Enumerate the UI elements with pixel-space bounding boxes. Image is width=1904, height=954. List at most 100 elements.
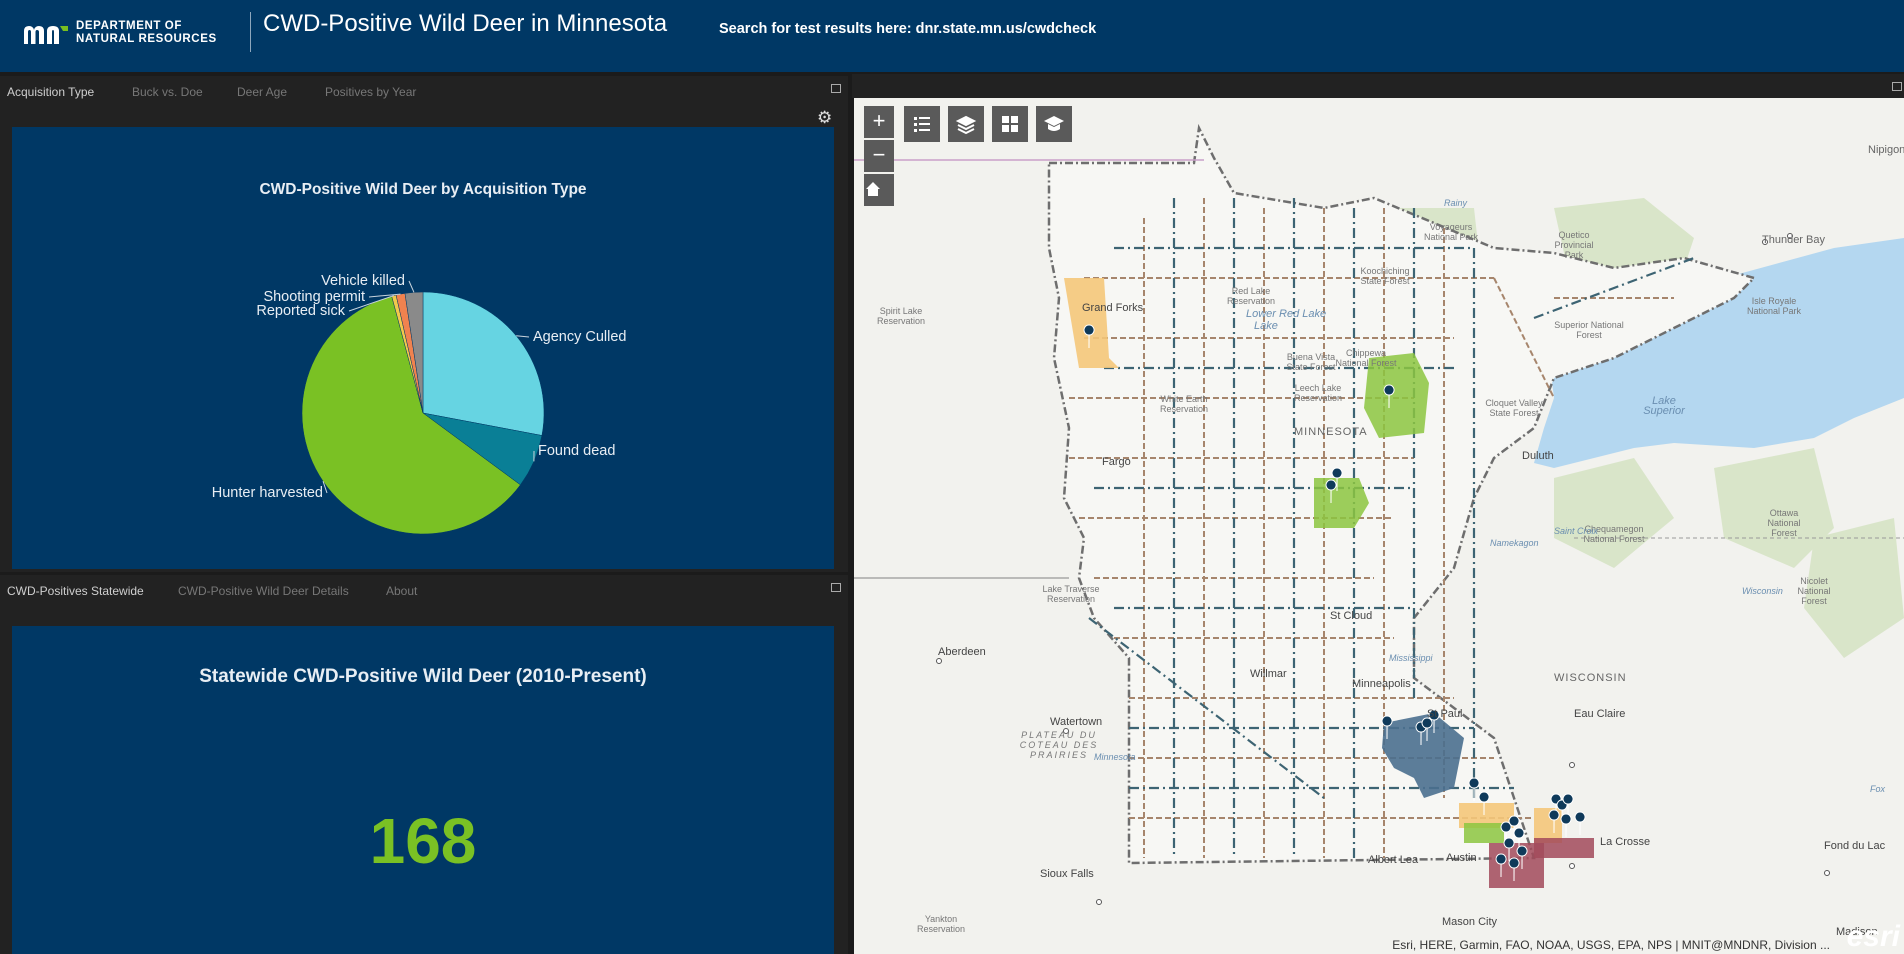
pie-label: Hunter harvested: [212, 485, 323, 501]
gear-icon[interactable]: ⚙: [817, 108, 833, 127]
zone-grand-forks: [1064, 278, 1119, 368]
logo-line-2: NATURAL RESOURCES: [76, 33, 217, 45]
chart-card: CWD-Positive Wild Deer by Acquisition Ty…: [12, 127, 834, 569]
map-label: Spirit Lake Reservation: [876, 306, 926, 326]
map-label: Chippewa National Forest: [1335, 348, 1397, 368]
map-label: Fond du Lac: [1824, 840, 1886, 852]
deer-markers[interactable]: [1083, 324, 1586, 882]
tab-about[interactable]: About: [386, 584, 418, 598]
map-label: Buena Vista State Forest: [1286, 352, 1336, 372]
zone-la-crosse-red: [1534, 838, 1594, 858]
bottom-tabbar: CWD-Positives Statewide CWD-Positive Wil…: [0, 575, 848, 605]
map-label: White Earth Reservation: [1159, 394, 1209, 414]
acquisition-panel: Acquisition Type Buck vs. Doe Deer Age P…: [0, 76, 848, 572]
map-label: Thunder Bay: [1762, 234, 1825, 246]
layers-icon: [955, 115, 977, 135]
logo-line-1: DEPARTMENT OF: [76, 20, 182, 32]
pie-label: Vehicle killed: [321, 273, 405, 289]
statewide-title: Statewide CWD-Positive Wild Deer (2010-P…: [199, 666, 647, 687]
map-label: MINNESOTA: [1294, 426, 1368, 438]
pie-leader-line: [322, 481, 328, 494]
zone-southeast-yellow: [1459, 803, 1514, 828]
map-label: La Crosse: [1600, 836, 1651, 848]
zone-central: [1314, 478, 1369, 528]
statewide-panel: CWD-Positives Statewide CWD-Positive Wil…: [0, 575, 848, 954]
lake-superior: [1534, 238, 1904, 468]
tab-acquisition-type[interactable]: Acquisition Type: [7, 85, 95, 99]
pie-leader-line: [516, 335, 530, 338]
map-label: St Paul: [1427, 708, 1463, 720]
map-label: Lake: [1254, 320, 1278, 332]
app-header: DEPARTMENT OF NATURAL RESOURCES CWD-Posi…: [0, 0, 1904, 72]
map-view[interactable]: Nipigon Thunder Bay Isle Royale National…: [854, 98, 1904, 954]
pie-slice-agency-culled[interactable]: [422, 291, 545, 436]
app-title: CWD-Positive Wild Deer in Minnesota: [263, 10, 668, 37]
map-label: Eau Claire: [1574, 708, 1626, 720]
tab-positives-by-year[interactable]: Positives by Year: [325, 85, 417, 99]
search-note: Search for test results here: dnr.state.…: [719, 21, 1097, 37]
map-label: Red Lake Reservation: [1226, 286, 1276, 306]
list-icon: [914, 117, 930, 132]
home-button[interactable]: [864, 174, 894, 206]
legend-button[interactable]: [904, 106, 940, 142]
map-panel: Nipigon Thunder Bay Isle Royale National…: [852, 74, 1904, 954]
map-label: Ottawa National Forest: [1767, 508, 1801, 538]
map-label: Mason City: [1442, 916, 1498, 928]
dnr-logo[interactable]: DEPARTMENT OF NATURAL RESOURCES: [22, 20, 222, 50]
basemap: [854, 123, 1904, 905]
maximize-icon[interactable]: [831, 583, 841, 592]
map-label: Mississippi: [1389, 653, 1433, 663]
about-button[interactable]: [1036, 106, 1072, 142]
mn-logo-icon: [24, 26, 68, 44]
statewide-card: Statewide CWD-Positive Wild Deer (2010-P…: [12, 626, 834, 954]
zone-metro: [1382, 713, 1464, 798]
map-label: St Cloud: [1330, 610, 1373, 622]
map-label: Nicolet National Forest: [1797, 576, 1831, 606]
map-label: Austin: [1446, 852, 1477, 864]
map-label: PLATEAU DU COTEAU DES PRAIRIES: [1019, 730, 1099, 760]
map-label: Minnesota: [1094, 752, 1136, 762]
statewide-count: 168: [369, 805, 477, 877]
road-network: [1069, 198, 1674, 858]
zoom-in-button[interactable]: +: [864, 106, 894, 138]
map-label: Sioux Falls: [1040, 868, 1094, 880]
maximize-icon[interactable]: [1892, 82, 1902, 91]
pie-label: Reported sick: [256, 303, 345, 319]
minnesota-outline: [1047, 123, 1757, 865]
map-label: Albert Lea: [1368, 854, 1419, 866]
map-label: Quetico Provincial Park: [1554, 230, 1594, 260]
tab-deer-age[interactable]: Deer Age: [237, 85, 288, 99]
map-label: Minneapolis: [1352, 678, 1411, 690]
map-label: Isle Royale National Park: [1746, 296, 1802, 316]
map-label: Leech Lake Reservation: [1293, 383, 1343, 403]
map-label: Cloquet Valley State Forest: [1485, 398, 1543, 418]
map-label: WISCONSIN: [1554, 672, 1627, 684]
map-label: Lower Red Lake: [1246, 308, 1327, 320]
map-label: Koochiching State Forest: [1360, 266, 1410, 286]
pie-label: Shooting permit: [263, 289, 365, 305]
basemap-gallery-button[interactable]: [992, 106, 1028, 142]
pie-slice-hunter-harvested[interactable]: [301, 295, 521, 535]
esri-logo[interactable]: esri: [1846, 920, 1900, 953]
pie-label: Agency Culled: [533, 329, 627, 345]
tab-wild-deer-details[interactable]: CWD-Positive Wild Deer Details: [178, 584, 349, 598]
tab-cwd-positives-statewide[interactable]: CWD-Positives Statewide: [7, 584, 144, 598]
map-label: Wisconsin: [1742, 586, 1783, 596]
pie-chart: Agency Culled Found dead Hunter harvested R…: [212, 273, 627, 535]
top-tabbar: Acquisition Type Buck vs. Doe Deer Age P…: [0, 76, 848, 106]
map-titlebar: [852, 74, 1904, 98]
map-label: Aberdeen: [938, 646, 986, 658]
map-label: Fargo: [1102, 456, 1131, 468]
map-label: Lake Superior: [1643, 395, 1685, 417]
zone-southeast-green: [1464, 823, 1504, 843]
maximize-icon[interactable]: [831, 84, 841, 93]
map-label: Fox: [1870, 784, 1886, 794]
grid-icon: [1002, 116, 1018, 132]
zoom-out-button[interactable]: −: [864, 140, 894, 172]
map-label: Willmar: [1250, 668, 1287, 680]
layers-button[interactable]: [948, 106, 984, 142]
pie-leader-line: [368, 293, 401, 298]
map-label: Yankton Reservation: [916, 914, 966, 934]
map-label: Rainy: [1444, 198, 1468, 208]
tab-buck-vs-doe[interactable]: Buck vs. Doe: [132, 85, 203, 99]
